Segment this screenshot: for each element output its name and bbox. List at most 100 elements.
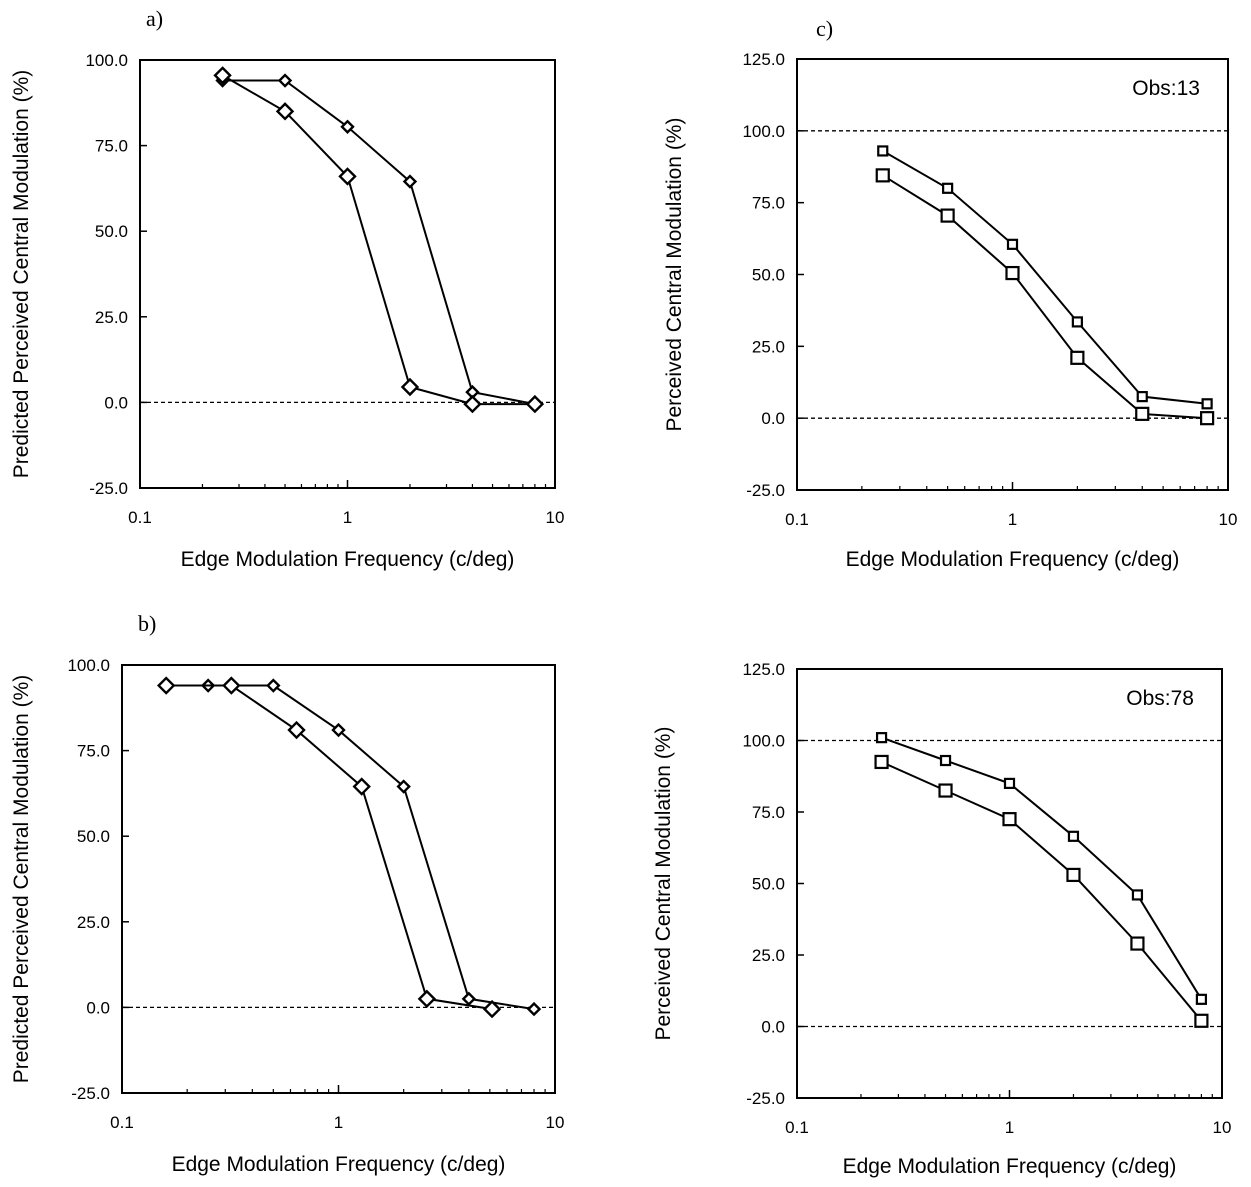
series-1-marker <box>1071 316 1083 328</box>
plot-frame <box>796 668 1223 1099</box>
series-1-marker <box>402 174 418 189</box>
series-1-marker <box>340 119 355 134</box>
panel-label: b) <box>138 611 156 636</box>
y-tick-label: 75.0 <box>752 803 785 822</box>
series-2-marker <box>525 394 545 414</box>
y-tick-label: -25.0 <box>71 1084 110 1103</box>
series-1-marker <box>266 678 281 693</box>
series-1-marker <box>1067 830 1080 842</box>
chart-panel-2: -25.0 0.0 25.0 50.0 75.0 100.0 0.1 1 10 Edge Modu… <box>10 611 564 1176</box>
y-tick-label: 100.0 <box>742 732 785 751</box>
series-2-marker <box>352 777 371 796</box>
series-2-marker <box>1130 936 1145 951</box>
series-2-marker <box>275 102 295 121</box>
y-tick-label: 0.0 <box>761 409 785 428</box>
y-axis-title: Predicted Perceived Central Modulation (… <box>10 675 33 1084</box>
y-tick-label: 75.0 <box>752 194 785 213</box>
panel-label: a) <box>146 6 163 31</box>
series-2-marker <box>1194 1013 1209 1028</box>
x-tick-label: 1 <box>1008 510 1017 529</box>
x-axis-title: Edge Modulation Frequency (c/deg) <box>843 1155 1177 1178</box>
series-2-marker <box>940 208 955 223</box>
series-2-marker <box>482 999 502 1019</box>
x-tick-label: 0.1 <box>785 1118 809 1137</box>
x-tick-label: 1 <box>343 508 352 527</box>
y-tick-label: -25.0 <box>89 479 128 498</box>
x-tick-label: 0.1 <box>128 508 152 527</box>
series-2-marker <box>1070 350 1085 365</box>
series-2-marker <box>1002 812 1017 827</box>
series-1-marker <box>939 754 952 767</box>
y-axis-title: Predicted Perceived Central Modulation (… <box>10 70 33 479</box>
y-tick-label: 25.0 <box>77 913 110 932</box>
x-axis-title: Edge Modulation Frequency (c/deg) <box>846 548 1180 571</box>
y-tick-label: 100.0 <box>67 656 110 675</box>
chart-panel-1: -25.0 0.0 25.0 50.0 75.0 100.0 0.1 1 10 Edge Modu… <box>10 6 564 571</box>
y-tick-label: 100.0 <box>85 51 128 70</box>
series-2-marker <box>874 754 889 770</box>
series-2-marker <box>156 676 176 695</box>
series-2-marker <box>1005 265 1020 281</box>
series-2-line <box>882 174 1208 420</box>
series-2-line <box>881 761 1203 1022</box>
y-tick-label: 0.0 <box>761 1018 785 1037</box>
series-2-marker <box>400 377 420 397</box>
panel-label: c) <box>816 16 833 41</box>
series-2-marker <box>463 394 482 414</box>
series-2-marker <box>287 720 306 740</box>
series-1-line <box>208 684 535 1011</box>
x-tick-label: 10 <box>1213 1118 1232 1137</box>
x-tick-label: 1 <box>334 1113 343 1132</box>
series-1-marker <box>277 73 293 88</box>
series-1-marker <box>1131 889 1144 901</box>
series-2-marker <box>1066 867 1081 883</box>
series-2-marker <box>417 989 437 1009</box>
series-1-line <box>882 150 1208 405</box>
series-2-marker <box>938 783 953 798</box>
x-tick-label: 1 <box>1005 1118 1014 1137</box>
y-tick-label: -25.0 <box>746 1089 785 1108</box>
x-axis-title: Edge Modulation Frequency (c/deg) <box>181 548 515 571</box>
series-1-line <box>222 79 536 406</box>
x-tick-label: 0.1 <box>785 510 809 529</box>
series-1-marker <box>1201 398 1213 410</box>
y-tick-label: 50.0 <box>77 827 110 846</box>
series-1-marker <box>1195 993 1208 1005</box>
x-tick-label: 10 <box>1219 510 1238 529</box>
y-tick-label: 0.0 <box>104 393 128 412</box>
series-1-marker <box>396 779 411 794</box>
series-1-marker <box>942 182 954 194</box>
series-1-marker <box>331 722 346 738</box>
y-tick-label: 125.0 <box>742 660 785 679</box>
series-1-marker <box>877 145 889 157</box>
y-tick-label: 100.0 <box>742 122 785 141</box>
series-2-line <box>222 74 535 406</box>
series-1-marker <box>1136 391 1148 403</box>
y-tick-label: 50.0 <box>752 875 785 894</box>
series-2-marker <box>213 66 232 85</box>
y-tick-label: 75.0 <box>77 742 110 761</box>
series-2-marker <box>1200 411 1215 426</box>
y-tick-label: 25.0 <box>752 946 785 965</box>
x-tick-label: 10 <box>546 1113 565 1132</box>
y-tick-label: 75.0 <box>95 137 128 156</box>
series-2-marker <box>338 167 357 186</box>
observer-label: Obs:13 <box>1132 77 1200 100</box>
series-2-marker <box>1135 406 1150 421</box>
chart-panel-4: -25.0 0.0 25.0 50.0 75.0 100.0 125.0 0.1 1 10 Edge… <box>652 660 1231 1178</box>
y-axis-title: Perceived Central Modulation (%) <box>652 727 675 1041</box>
series-1-line <box>881 736 1203 1000</box>
series-1-marker <box>1006 238 1019 250</box>
series-2-line <box>166 684 493 1011</box>
y-axis-title: Perceived Central Modulation (%) <box>663 118 686 432</box>
chart-panel-3: -25.0 0.0 25.0 50.0 75.0 100.0 125.0 0.1 1 10 Edge… <box>663 16 1237 571</box>
y-tick-label: 50.0 <box>95 222 128 241</box>
y-tick-label: -25.0 <box>746 481 785 500</box>
y-tick-label: 25.0 <box>95 308 128 327</box>
series-1-marker <box>1003 777 1016 790</box>
x-axis-title: Edge Modulation Frequency (c/deg) <box>172 1153 506 1176</box>
series-1-marker <box>526 1001 542 1017</box>
observer-label: Obs:78 <box>1126 687 1194 710</box>
y-tick-label: 25.0 <box>752 337 785 356</box>
